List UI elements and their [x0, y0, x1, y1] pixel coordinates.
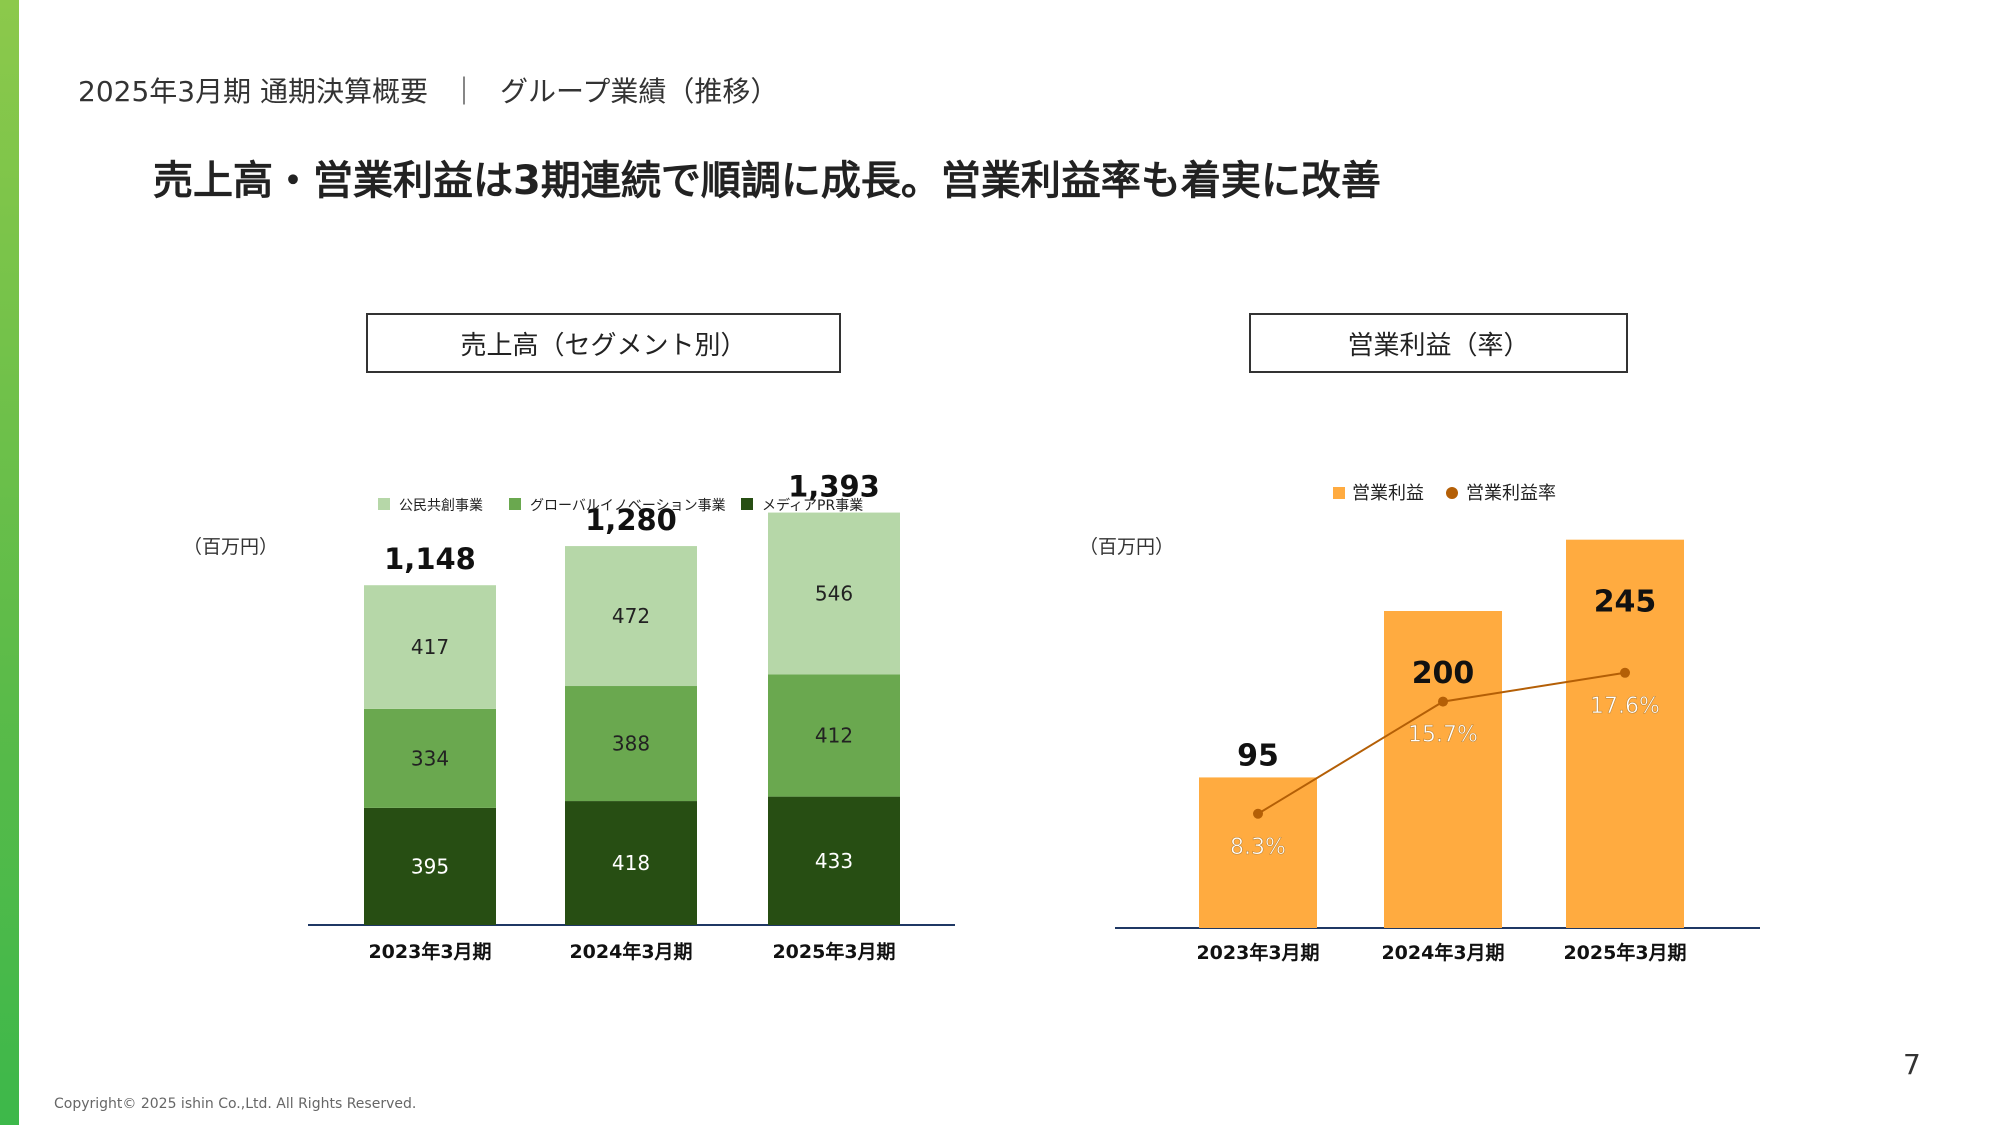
global-innovation-segment-bar — [565, 686, 697, 802]
global-innovation-segment-bar — [364, 708, 496, 808]
op-profit-value: 95 — [1237, 738, 1279, 773]
public-cocreation-segment-bar — [768, 512, 900, 675]
media-pr-segment-value: 433 — [815, 849, 853, 873]
global-innovation-segment-bar — [768, 674, 900, 797]
op-category-label: 2024年3月期 — [1381, 941, 1504, 964]
copyright-footer: Copyright© 2025 ishin Co.,Ltd. All Right… — [54, 1096, 417, 1112]
public-cocreation-segment-bar — [364, 585, 496, 709]
op-legend-label-line: 営業利益率 — [1466, 483, 1556, 504]
op-profit-value: 200 — [1412, 656, 1475, 691]
public-cocreation-segment-value: 472 — [612, 604, 650, 628]
public-cocreation-segment-value: 417 — [411, 635, 449, 659]
sales-legend-label: グローバルイノベーション事業 — [530, 498, 726, 514]
sales-stacked-bar-chart: 395 334 417 1,148 2023年3月期 418 388 472 1,280 2024… — [308, 470, 955, 963]
sales-legend-swatch — [509, 498, 521, 510]
op-profit-bar — [1566, 539, 1684, 928]
public-cocreation-segment-value: 546 — [815, 582, 853, 606]
operating-profit-chart: 95 2023年3月期 200 2024年3月期 245 2025年3月期 8.3% 15.7… — [1115, 483, 1760, 964]
op-category-label: 2023年3月期 — [1196, 941, 1319, 964]
op-category-label: 2025年3月期 — [1563, 941, 1686, 964]
op-legend-label-bar: 営業利益 — [1352, 483, 1424, 504]
header-title: 2025年3月期 通期決算概要 — [78, 75, 428, 108]
section-header: 2025年3月期 通期決算概要 ｜ グループ業績（推移） — [78, 70, 778, 110]
sales-unit-label: （百万円） — [183, 536, 279, 558]
global-innovation-segment-value: 412 — [815, 724, 853, 748]
sales-legend-label: 公民共創事業 — [399, 498, 483, 514]
media-pr-segment-bar — [364, 807, 496, 925]
global-innovation-segment-value: 334 — [411, 746, 449, 770]
media-pr-segment-value: 418 — [612, 851, 650, 875]
op-unit-label: （百万円） — [1079, 536, 1175, 558]
op-margin-label: 15.7% — [1408, 723, 1478, 748]
op-margin-point — [1438, 696, 1448, 707]
global-innovation-segment-value: 388 — [612, 732, 650, 756]
sales-legend-swatch — [378, 498, 390, 510]
page-headline: 売上高・営業利益は3期連続で順調に成長。営業利益率も着実に改善 — [153, 158, 1381, 204]
op-margin-label: 8.3% — [1230, 835, 1286, 860]
sales-total-label: 1,280 — [585, 503, 677, 537]
header-subtitle: グループ業績（推移） — [500, 75, 779, 108]
op-margin-label: 17.6% — [1590, 694, 1660, 719]
sales-category-label: 2024年3月期 — [569, 940, 692, 963]
sales-chart-title-box: 売上高（セグメント別） — [366, 313, 841, 373]
op-margin-point — [1253, 808, 1263, 819]
sales-legend-label: メディアPR事業 — [762, 497, 863, 514]
op-chart-title-box: 営業利益（率） — [1249, 313, 1628, 373]
accent-bar — [0, 0, 19, 1125]
media-pr-segment-value: 395 — [411, 854, 449, 878]
op-profit-bar — [1384, 611, 1502, 928]
media-pr-segment-bar — [565, 801, 697, 925]
page-number: 7 — [1903, 1048, 1921, 1081]
sales-chart-title: 売上高（セグメント別） — [460, 330, 747, 361]
media-pr-segment-bar — [768, 796, 900, 925]
op-profit-value: 245 — [1594, 585, 1657, 620]
public-cocreation-segment-bar — [565, 546, 697, 687]
sales-total-label: 1,393 — [788, 470, 880, 504]
sales-total-label: 1,148 — [384, 542, 476, 576]
op-legend-swatch-bar — [1333, 487, 1345, 499]
op-profit-bar — [1199, 777, 1317, 928]
sales-category-label: 2023年3月期 — [368, 940, 491, 963]
header-separator: ｜ — [449, 75, 478, 108]
sales-legend-swatch — [741, 498, 753, 510]
op-chart-title: 営業利益（率） — [1347, 330, 1530, 361]
op-legend-swatch-line — [1446, 487, 1458, 499]
sales-category-label: 2025年3月期 — [772, 940, 895, 963]
op-margin-point — [1620, 667, 1630, 678]
